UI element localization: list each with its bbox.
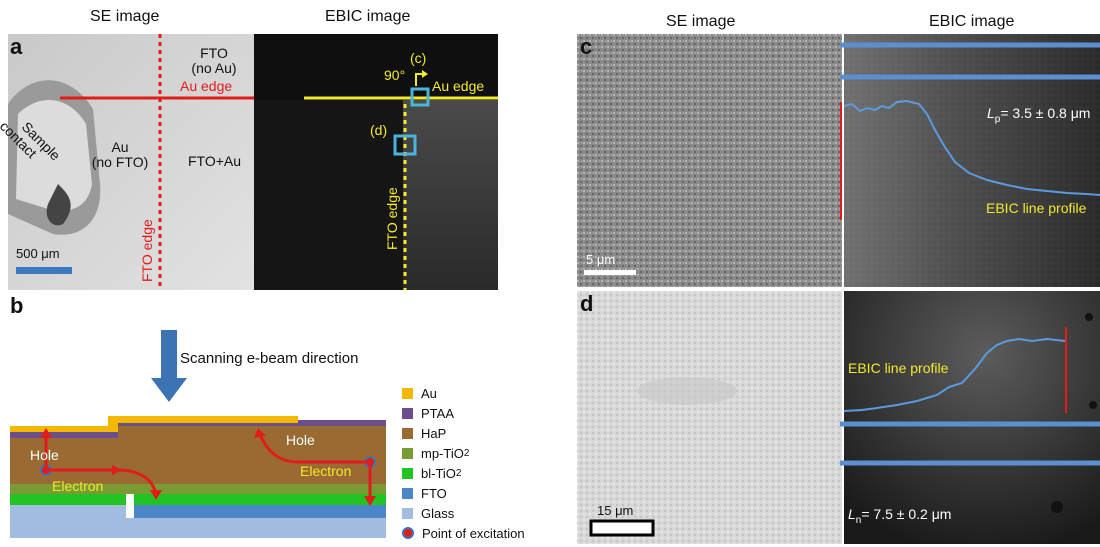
layer-fto	[10, 505, 126, 518]
angle-label: 90°	[384, 67, 406, 83]
legend-swatch-ptaa	[402, 407, 413, 419]
legend-swatch-fto	[402, 487, 413, 499]
label-d: (d)	[370, 122, 388, 138]
au-no-fto-line1: Au	[111, 139, 129, 155]
panel-d-letter: d	[580, 291, 594, 316]
legend-item-bl-tio2: bl-TiO 2	[402, 464, 461, 482]
scan-direction-label: Scanning e-beam direction	[180, 350, 359, 367]
legend-item-glass: Glass	[402, 504, 454, 522]
layer-au	[10, 416, 298, 432]
panel-d-ln-sub: n	[855, 514, 862, 526]
fto-edge-label-yellow: FTO edge	[384, 187, 400, 250]
legend-sub-mp-tio2: 2	[463, 447, 470, 459]
electron-right-label: Electron	[300, 463, 352, 479]
fto-no-au-label: FTO (no Au)	[184, 46, 244, 76]
au-no-fto-line2: (no FTO)	[91, 154, 149, 170]
legend-label-au: Au	[421, 385, 437, 401]
au-edge-label-red: Au edge	[180, 78, 233, 94]
au-edge-label-yellow: Au edge	[432, 78, 485, 94]
panel-d-images	[577, 291, 1100, 544]
panel-c-profile-label: EBIC line profile	[986, 200, 1087, 216]
panel-c-ebic-header: EBIC image	[929, 13, 1015, 30]
panel-c-ebic-profile	[843, 99, 1100, 196]
panel-d-profile-label: EBIC line profile	[848, 360, 949, 376]
legend-label-mp-tio2: mp-TiO	[421, 445, 464, 461]
panel-c-lp-value: = 3.5 ± 0.8 μm	[1000, 105, 1091, 121]
panel-d-ln-label: Ln= 7.5 ± 0.2 μm	[848, 506, 951, 526]
fto-no-au-line1: FTO	[200, 45, 228, 61]
panel-c-lp-label: Lp= 3.5 ± 0.8 μm	[987, 105, 1090, 125]
legend-swatch-au	[402, 387, 413, 399]
label-c: (c)	[410, 50, 427, 66]
panel-d-scale-label: 15 μm	[597, 503, 634, 518]
panel-c-se-header: SE image	[666, 13, 736, 30]
panel-d-ln-prefix: L	[848, 506, 856, 522]
panel-d-scale-bar	[589, 519, 655, 537]
legend-item-mp-tio2: mp-TiO 2	[402, 444, 469, 462]
panel-b-letter: b	[10, 293, 24, 318]
panel-c-images	[577, 34, 1100, 287]
legend-item-ptaa: PTAA	[402, 404, 454, 422]
legend-label-ptaa: PTAA	[421, 405, 454, 421]
electron-left-label: Electron	[52, 478, 104, 494]
legend-swatch-glass	[402, 507, 413, 519]
legend-item-hap: HaP	[402, 424, 446, 442]
panel-b-diagram	[10, 330, 386, 538]
panel-c-se-image	[577, 34, 842, 287]
fto-no-au-line2: (no Au)	[191, 60, 237, 76]
panel-d-ln-value: = 7.5 ± 0.2 μm	[861, 506, 952, 522]
legend-item-fto: FTO	[402, 484, 447, 502]
panel-a-scale-bar	[16, 267, 72, 274]
panel-a-images	[8, 34, 498, 290]
box-d	[393, 134, 417, 156]
fto-au-label: FTO+Au	[188, 153, 242, 169]
legend-swatch-mp-tio2	[402, 447, 413, 459]
panel-c-letter: c	[580, 34, 593, 59]
panel-a-scale-label: 500 μm	[16, 246, 60, 261]
legend-label-fto: FTO	[421, 485, 447, 501]
legend-item-excitation: Point of excitation	[402, 524, 525, 542]
legend-item-au: Au	[402, 384, 437, 402]
legend-sub-bl-tio2: 2	[455, 467, 462, 479]
panel-a-se-header: SE image	[90, 8, 160, 25]
legend-label-excitation: Point of excitation	[422, 525, 525, 541]
panel-c-lp-prefix: L	[987, 105, 995, 121]
panel-d-ebic-profile	[843, 337, 1066, 412]
legend-label-bl-tio2: bl-TiO	[421, 465, 456, 481]
box-c	[410, 87, 430, 107]
legend-swatch-hap	[402, 427, 413, 439]
legend-swatch-excitation	[402, 527, 414, 539]
panel-c-scale-label: 5 μm	[586, 252, 616, 267]
panel-d-se-image	[577, 291, 842, 544]
panel-a-letter: a	[10, 34, 23, 59]
layer-glass	[10, 518, 386, 538]
au-no-fto-label: Au (no FTO)	[90, 140, 150, 170]
legend-label-glass: Glass	[421, 505, 455, 521]
fto-edge-label-red: FTO edge	[139, 219, 155, 282]
layer-ptaa	[10, 420, 386, 438]
layer-legend: Au PTAA HaP mp-TiO 2 bl-TiO 2 FTO Glass Po…	[402, 384, 562, 546]
panel-a-ebic-header: EBIC image	[325, 8, 411, 25]
legend-label-hap: HaP	[421, 425, 447, 441]
hole-left-label: Hole	[30, 447, 59, 463]
hole-right-label: Hole	[286, 432, 315, 448]
layer-mp-tio2	[10, 484, 386, 494]
legend-swatch-bl-tio2	[402, 467, 413, 479]
panel-c-lp-sub: p	[994, 113, 1001, 125]
panel-c-scale-bar	[584, 270, 636, 275]
